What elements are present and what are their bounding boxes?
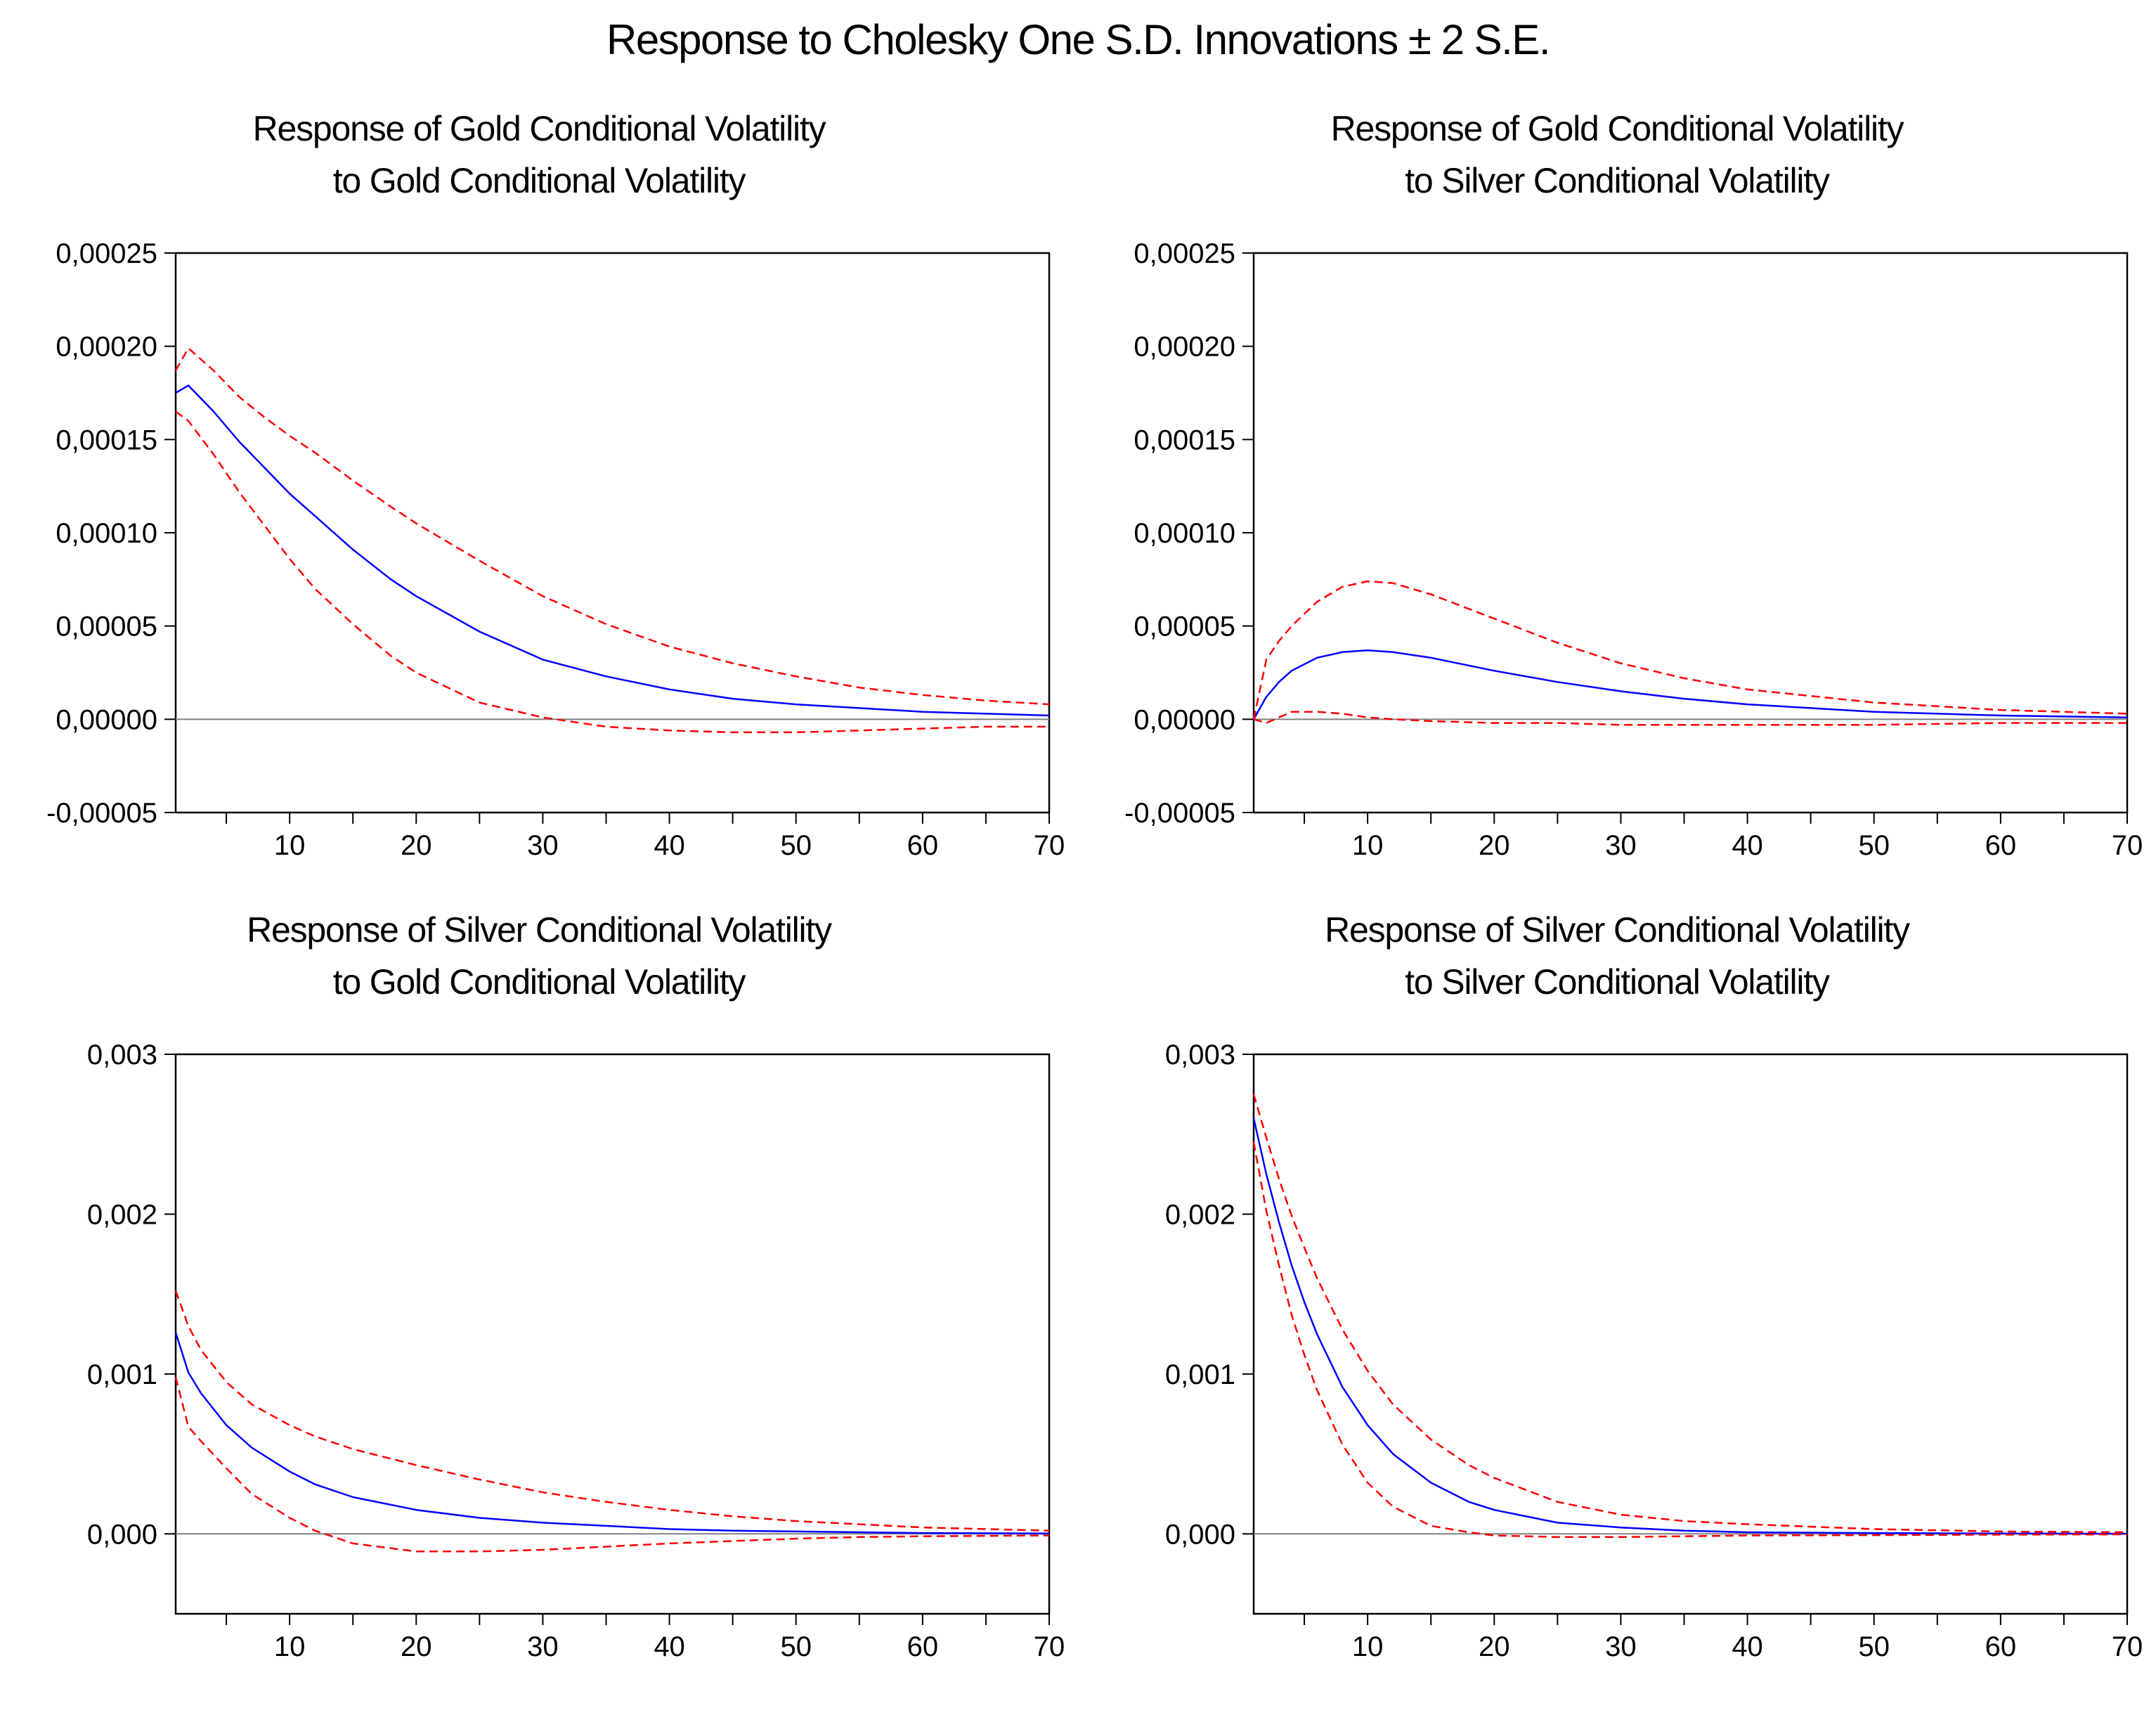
- y-tick-label: 0,001: [1165, 1359, 1235, 1390]
- x-tick-label: 40: [654, 1631, 685, 1662]
- lower-band-line: [175, 410, 1049, 734]
- x-tick-label: 10: [274, 830, 306, 861]
- y-tick-label: 0,000: [1165, 1519, 1235, 1550]
- plot-frame: [174, 1053, 1051, 1615]
- x-tick-label: 50: [780, 1631, 812, 1662]
- x-tick-label: 70: [2112, 1631, 2143, 1662]
- upper-band-line: [174, 1290, 1050, 1532]
- x-tick-label: 70: [1034, 1631, 1065, 1662]
- x-tick-label: 50: [1858, 1631, 1890, 1662]
- y-tick-label: 0,002: [87, 1199, 157, 1230]
- panel-title-line2: to Silver Conditional Volatility: [1405, 161, 1830, 200]
- x-tick-label: 60: [907, 830, 939, 861]
- chart-panel-silver-gold: Response of Silver Conditional Volatilit…: [0, 900, 1078, 1715]
- y-tick-label: 0,00015: [56, 425, 157, 455]
- x-tick-label: 20: [401, 1631, 432, 1662]
- x-tick-label: 20: [1479, 1631, 1510, 1662]
- lower-band-line: [1253, 711, 2127, 726]
- panel-title-line2: to Silver Conditional Volatility: [1405, 962, 1830, 1002]
- x-tick-label: 10: [274, 1631, 306, 1662]
- chart-plot: -0,00005 0,00000 0,00005 0,00010 0,00015 0,00…: [1124, 238, 2143, 861]
- y-tick-label: -0,00005: [1124, 798, 1235, 829]
- x-tick-label: 30: [1605, 830, 1637, 861]
- x-tick-label: 10: [1352, 830, 1384, 861]
- lower-band-line: [1252, 1141, 2128, 1539]
- lower-band-line: [174, 1377, 1050, 1553]
- panel-title: Response of Gold Conditional Volatility …: [0, 103, 1078, 207]
- chart-plot: 0,000 0,001 0,002 0,003 10 20 30 40 50 60 70: [87, 1040, 1065, 1662]
- x-tick-label: 60: [907, 1631, 939, 1662]
- y-tick-label: 0,00020: [1134, 332, 1235, 363]
- y-tick-label: 0,003: [1165, 1040, 1235, 1070]
- upper-band-line: [174, 347, 1050, 706]
- y-tick-label: 0,002: [1165, 1199, 1235, 1230]
- upper-band-line: [1252, 580, 2128, 720]
- y-tick-label: 0,00015: [1134, 425, 1235, 455]
- panel-title-line2: to Gold Conditional Volatility: [332, 962, 746, 1002]
- panel-title-line1: Response of Gold Conditional Volatility: [1330, 109, 1904, 148]
- x-tick-label: 30: [1605, 1631, 1637, 1662]
- y-tick-label: -0,00005: [46, 798, 157, 829]
- plot-frame: [1252, 252, 2129, 814]
- y-tick-label: 0,00010: [1134, 518, 1235, 549]
- x-tick-label: 20: [401, 830, 432, 861]
- upper-band-line: [1252, 1094, 2128, 1534]
- x-tick-label: 70: [2112, 830, 2143, 861]
- x-tick-label: 60: [1985, 830, 2017, 861]
- panel-title-line1: Response of Silver Conditional Volatilit…: [1325, 910, 1910, 950]
- x-tick-label: 50: [1858, 830, 1890, 861]
- chart-panel-gold-gold: Response of Gold Conditional Volatility …: [0, 98, 1078, 914]
- y-tick-label: 0,00005: [1134, 611, 1235, 642]
- response-line: [1252, 1118, 2128, 1535]
- x-tick-label: 70: [1034, 830, 1065, 861]
- x-tick-label: 40: [654, 830, 685, 861]
- x-tick-label: 30: [527, 1631, 559, 1662]
- x-tick-label: 10: [1352, 1631, 1384, 1662]
- panel-title-line1: Response of Gold Conditional Volatility: [252, 109, 826, 148]
- y-tick-label: 0,00025: [1134, 238, 1235, 269]
- plot-frame: [1252, 1053, 2129, 1615]
- y-tick-label: 0,00000: [1134, 704, 1235, 735]
- y-tick-label: 0,001: [87, 1359, 157, 1390]
- panel-title-line2: to Gold Conditional Volatility: [332, 161, 746, 200]
- panel-title: Response of Silver Conditional Volatilit…: [0, 904, 1078, 1008]
- response-line: [174, 1332, 1050, 1535]
- chart-panel-gold-silver: Response of Gold Conditional Volatility …: [1078, 98, 2156, 914]
- x-tick-label: 60: [1985, 1631, 2017, 1662]
- chart-panel-silver-silver: Response of Silver Conditional Volatilit…: [1078, 900, 2156, 1715]
- response-line: [175, 384, 1050, 717]
- y-tick-label: 0,003: [87, 1040, 157, 1070]
- y-tick-label: 0,00000: [56, 704, 157, 735]
- response-line: [1252, 649, 2128, 720]
- x-tick-label: 20: [1479, 830, 1510, 861]
- main-title: Response to Cholesky One S.D. Innovation…: [606, 16, 1551, 63]
- x-tick-label: 50: [780, 830, 812, 861]
- y-tick-label: 0,00005: [56, 611, 157, 642]
- y-tick-label: 0,00025: [56, 238, 157, 269]
- x-tick-label: 30: [527, 830, 559, 861]
- x-tick-label: 40: [1732, 830, 1763, 861]
- y-tick-label: 0,00020: [56, 332, 157, 363]
- x-tick-label: 40: [1732, 1631, 1763, 1662]
- y-tick-label: 0,00010: [56, 518, 157, 549]
- panel-title-line1: Response of Silver Conditional Volatilit…: [247, 910, 832, 950]
- panel-title: Response of Silver Conditional Volatilit…: [1078, 904, 2156, 1008]
- y-tick-label: 0,000: [87, 1519, 157, 1550]
- chart-plot: -0,00005 0,00000 0,00005 0,00010 0,00015 0,00…: [46, 238, 1065, 861]
- panel-title: Response of Gold Conditional Volatility …: [1078, 103, 2156, 207]
- chart-plot: 0,000 0,001 0,002 0,003 10 20 30 40 50 60 70: [1165, 1040, 2143, 1662]
